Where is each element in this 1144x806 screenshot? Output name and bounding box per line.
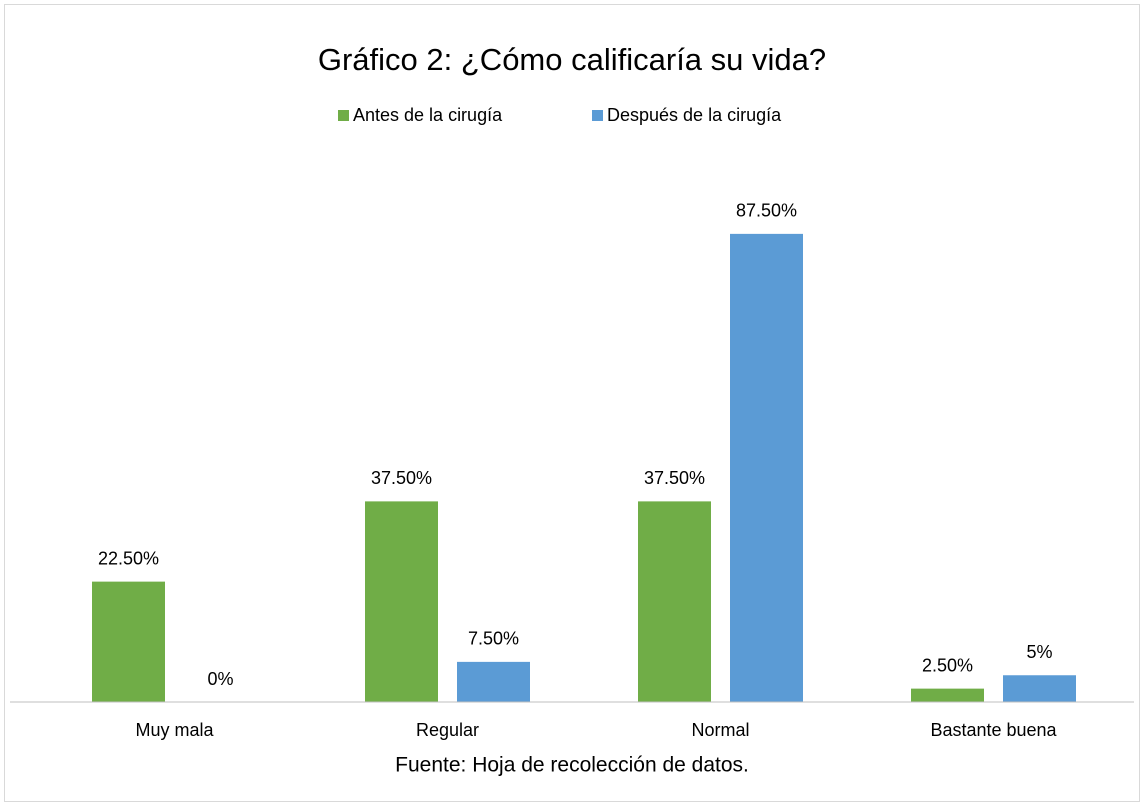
- value-label: 0%: [207, 669, 233, 689]
- legend-label: Antes de la cirugía: [353, 105, 503, 125]
- value-label: 7.50%: [468, 629, 519, 649]
- legend-swatch: [338, 110, 349, 121]
- legend-swatch: [592, 110, 603, 121]
- value-label: 37.50%: [644, 468, 705, 488]
- x-tick-label: Normal: [691, 720, 749, 740]
- bar: [365, 501, 438, 702]
- value-label: 5%: [1026, 642, 1052, 662]
- chart-title: Gráfico 2: ¿Cómo calificaría su vida?: [318, 42, 826, 77]
- legend-label: Después de la cirugía: [607, 105, 782, 125]
- value-label: 37.50%: [371, 468, 432, 488]
- x-tick-label: Bastante buena: [930, 720, 1057, 740]
- value-label: 2.50%: [922, 655, 973, 675]
- bar: [911, 688, 984, 702]
- chart-border: [4, 4, 1140, 802]
- caption: Fuente: Hoja de recolección de datos.: [395, 754, 749, 777]
- x-tick-label: Muy mala: [135, 720, 214, 740]
- bar: [92, 581, 165, 702]
- bar: [730, 233, 803, 702]
- bar: [638, 501, 711, 702]
- value-label: 87.50%: [736, 201, 797, 221]
- bar: [1003, 675, 1076, 702]
- bar: [457, 661, 530, 702]
- value-label: 22.50%: [98, 548, 159, 568]
- x-tick-label: Regular: [416, 720, 479, 740]
